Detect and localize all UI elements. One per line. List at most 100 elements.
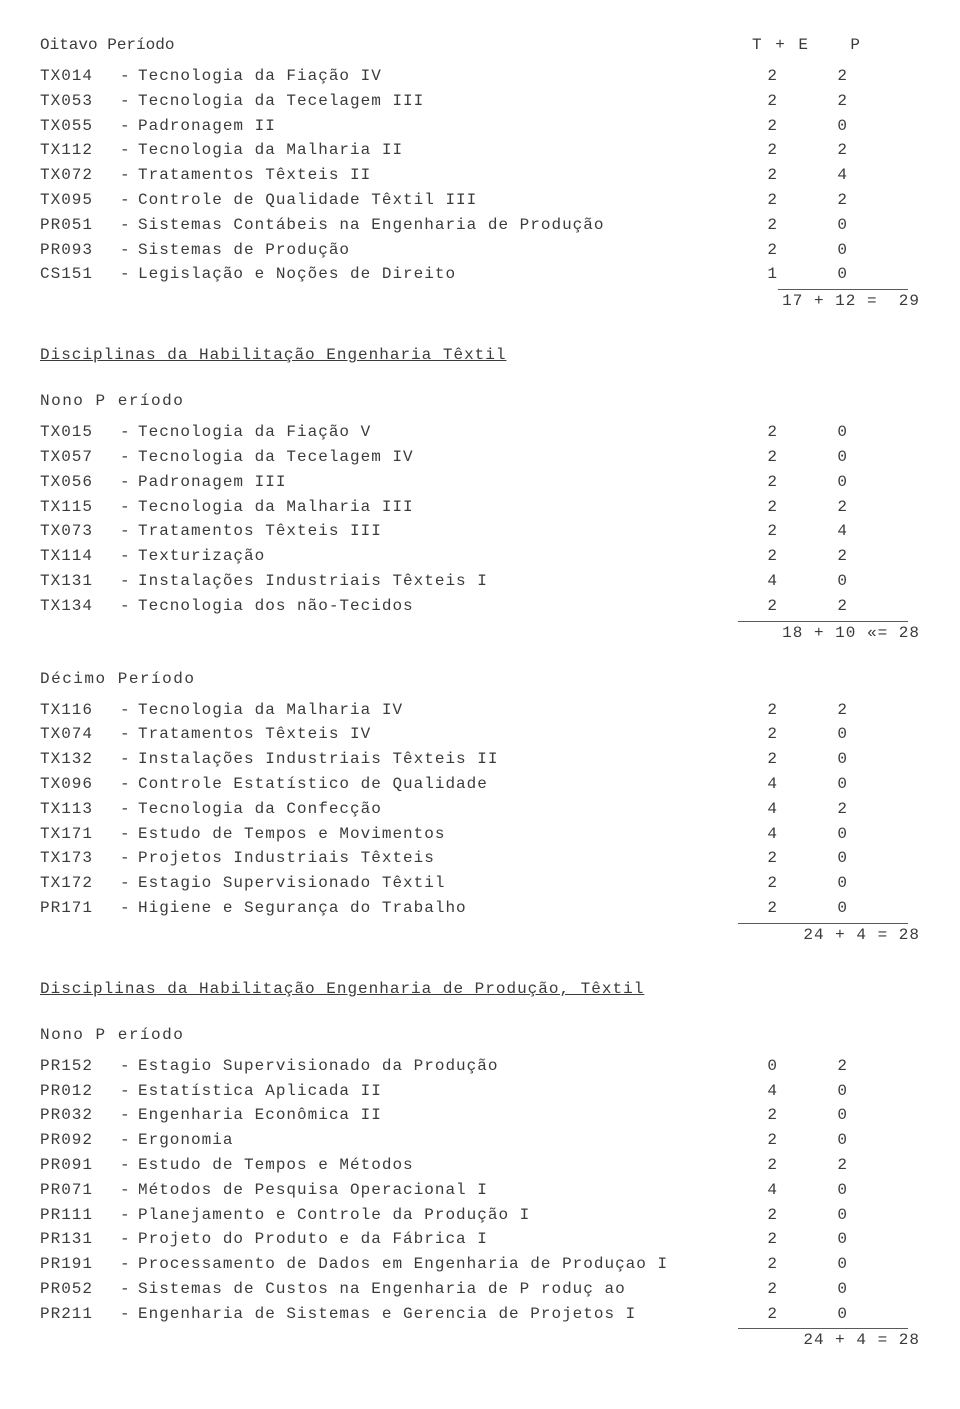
course-desc: Estagio Supervisionado da Produção [138,1054,718,1079]
value-p: 0 [778,722,848,747]
course-code: TX132 [40,747,120,772]
value-t: 2 [718,1103,778,1128]
course-code: TX014 [40,64,120,89]
course-code: TX096 [40,772,120,797]
course-desc: Engenharia Econômica II [138,1103,718,1128]
course-desc: Tratamentos Têxteis III [138,519,718,544]
course-code: TX073 [40,519,120,544]
dash-separator: - [120,1252,138,1277]
course-desc: Tratamentos Têxteis II [138,163,718,188]
table-row: TX116-Tecnologia da Malharia IV22 [40,698,920,723]
value-p: 2 [778,797,848,822]
table-row: TX053-Tecnologia da Tecelagem III22 [40,89,920,114]
value-t: 2 [718,871,778,896]
dash-separator: - [120,896,138,921]
table-row: PR012-Estatística Aplicada II40 [40,1079,920,1104]
dash-separator: - [120,846,138,871]
course-desc: Tecnologia da Malharia III [138,495,718,520]
table-row: PR051-Sistemas Contábeis na Engenharia d… [40,213,920,238]
course-desc: Tecnologia da Malharia II [138,138,718,163]
col-header-p: P [810,36,860,54]
dash-separator: - [120,138,138,163]
dash-separator: - [120,1203,138,1228]
value-p: 0 [778,1203,848,1228]
dash-separator: - [120,1277,138,1302]
dash-separator: - [120,1103,138,1128]
oitavo-sum: 17 + 12 = 29 [40,292,920,310]
sum-rule [738,923,908,924]
value-t: 2 [718,188,778,213]
course-code: PR071 [40,1178,120,1203]
value-p: 2 [778,495,848,520]
course-code: PR111 [40,1203,120,1228]
course-code: PR091 [40,1153,120,1178]
course-desc: Instalações Industriais Têxteis II [138,747,718,772]
dash-separator: - [120,822,138,847]
course-code: PR032 [40,1103,120,1128]
value-t: 2 [718,64,778,89]
course-desc: Projetos Industriais Têxteis [138,846,718,871]
value-p: 0 [778,470,848,495]
section-prod-title: Disciplinas da Habilitação Engenharia de… [40,980,920,998]
table-row: TX173-Projetos Industriais Têxteis20 [40,846,920,871]
course-code: TX057 [40,445,120,470]
table-row: PR093-Sistemas de Produção20 [40,238,920,263]
table-row: PR171-Higiene e Segurança do Trabalho20 [40,896,920,921]
course-code: PR152 [40,1054,120,1079]
value-t: 4 [718,797,778,822]
value-t: 2 [718,1227,778,1252]
table-row: TX072-Tratamentos Têxteis II24 [40,163,920,188]
value-t: 2 [718,238,778,263]
dash-separator: - [120,698,138,723]
course-desc: Estudo de Tempos e Métodos [138,1153,718,1178]
decimo-title: Décimo Período [40,670,920,688]
value-p: 0 [778,238,848,263]
value-p: 2 [778,1153,848,1178]
value-t: 2 [718,519,778,544]
course-desc: Sistemas Contábeis na Engenharia de Prod… [138,213,718,238]
value-t: 1 [718,262,778,287]
value-p: 0 [778,262,848,287]
dash-separator: - [120,1227,138,1252]
value-p: 0 [778,1227,848,1252]
course-code: TX172 [40,871,120,896]
value-t: 2 [718,594,778,619]
period-header: Oitavo Período T + E P [40,36,920,54]
table-row: TX113-Tecnologia da Confecção42 [40,797,920,822]
table-row: TX057-Tecnologia da Tecelagem IV20 [40,445,920,470]
table-row: TX015-Tecnologia da Fiação V20 [40,420,920,445]
value-p: 0 [778,1128,848,1153]
value-p: 0 [778,1302,848,1327]
course-code: TX074 [40,722,120,747]
course-desc: Tecnologia da Confecção [138,797,718,822]
value-t: 2 [718,747,778,772]
value-t: 4 [718,1178,778,1203]
value-p: 0 [778,896,848,921]
course-code: PR191 [40,1252,120,1277]
dash-separator: - [120,797,138,822]
course-code: TX053 [40,89,120,114]
course-desc: Engenharia de Sistemas e Gerencia de Pro… [138,1302,718,1327]
table-row: TX073-Tratamentos Têxteis III24 [40,519,920,544]
table-row: PR152-Estagio Supervisionado da Produção… [40,1054,920,1079]
nono-prod-sum: 24 + 4 = 28 [40,1331,920,1349]
dash-separator: - [120,747,138,772]
value-p: 2 [778,64,848,89]
table-row: TX131-Instalações Industriais Têxteis I4… [40,569,920,594]
dash-separator: - [120,772,138,797]
value-p: 0 [778,213,848,238]
value-p: 2 [778,188,848,213]
dash-separator: - [120,1153,138,1178]
value-p: 2 [778,89,848,114]
course-code: TX056 [40,470,120,495]
value-t: 2 [718,495,778,520]
course-desc: Sistemas de Produção [138,238,718,263]
course-desc: Estatística Aplicada II [138,1079,718,1104]
value-t: 2 [718,544,778,569]
value-t: 2 [718,213,778,238]
value-p: 0 [778,846,848,871]
value-p: 0 [778,114,848,139]
col-header-te: T + E [740,36,810,54]
value-t: 4 [718,569,778,594]
dash-separator: - [120,188,138,213]
